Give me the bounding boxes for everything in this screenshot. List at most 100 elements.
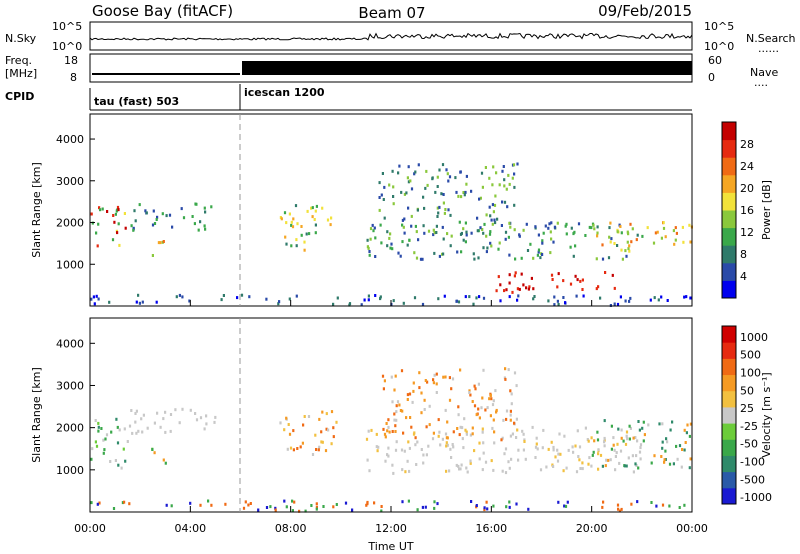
echo-cell (205, 422, 208, 426)
echo-cell (472, 252, 475, 256)
colorbar-segment (722, 423, 736, 440)
echo-cell (520, 256, 523, 260)
echo-cell (392, 471, 395, 475)
echo-cell (484, 460, 488, 464)
echo-cell (636, 500, 639, 504)
echo-cell (414, 443, 417, 447)
echo-cell (332, 505, 335, 509)
echo-cell (382, 427, 385, 431)
echo-cell (444, 432, 448, 436)
echo-cell (513, 421, 516, 425)
echo-cell (609, 240, 612, 244)
echo-cell (457, 300, 461, 304)
echo-cell (449, 447, 452, 451)
echo-cell (204, 227, 207, 231)
echo-cell (102, 451, 105, 455)
echo-cell (159, 241, 162, 245)
echo-cell (628, 244, 631, 248)
echo-cell (435, 231, 438, 234)
echo-cell (486, 507, 489, 511)
echo-cell (660, 455, 663, 458)
echo-cell (499, 299, 502, 303)
echo-cell (292, 217, 295, 221)
echo-cell (412, 389, 415, 393)
echo-cell (325, 427, 328, 431)
echo-cell (492, 210, 495, 214)
echo-cell (303, 240, 306, 244)
echo-cell (220, 298, 223, 302)
echo-cell (554, 455, 557, 459)
echo-cell (461, 426, 464, 430)
echo-cell (601, 464, 604, 468)
echo-cell (436, 175, 439, 179)
colorbar-segment (722, 358, 736, 376)
echo-cell (459, 467, 462, 471)
echo-cell (458, 220, 461, 224)
echo-cell (371, 223, 374, 227)
echo-cell (632, 436, 635, 440)
echo-cell (668, 504, 671, 508)
echo-cell (685, 431, 688, 435)
echo-cell (97, 429, 100, 433)
echo-cell (469, 459, 472, 463)
echo-cell (509, 418, 512, 422)
echo-cell (395, 440, 398, 444)
echo-cell (399, 254, 402, 258)
echo-cell (390, 242, 393, 246)
echo-cell (382, 198, 385, 201)
echo-cell (489, 214, 492, 218)
echo-cell (195, 418, 199, 422)
echo-cell (300, 233, 303, 237)
echo-cell (199, 416, 203, 420)
echo-cell (559, 452, 562, 456)
echo-cell (99, 208, 102, 212)
echo-cell (515, 436, 518, 439)
echo-cell (477, 256, 480, 260)
echo-cell (311, 215, 314, 219)
echo-cell (504, 447, 508, 451)
echo-cell (414, 170, 417, 174)
echo-cell (367, 246, 370, 250)
echo-cell (392, 195, 395, 198)
echo-cell (310, 206, 313, 210)
echo-cell (280, 217, 283, 221)
echo-cell (443, 294, 446, 298)
echo-cell (509, 409, 512, 413)
echo-cell (290, 223, 293, 227)
echo-cell (562, 469, 565, 473)
echo-cell (515, 384, 518, 388)
echo-cell (588, 225, 591, 229)
echo-cell (480, 171, 484, 175)
echo-cell (517, 448, 520, 452)
echo-cell (649, 298, 652, 302)
echo-cell (471, 400, 474, 403)
echo-cell (681, 448, 684, 451)
echo-cell (434, 190, 437, 194)
echo-cell (596, 430, 599, 434)
echo-cell (417, 163, 420, 167)
echo-cell (422, 461, 425, 465)
echo-cell (618, 461, 621, 465)
echo-cell (379, 223, 382, 227)
echo-cell (374, 255, 377, 258)
echo-cell (673, 242, 676, 246)
echo-cell (541, 446, 544, 450)
echo-cell (397, 251, 400, 255)
echo-cell (140, 417, 143, 421)
echo-cell (541, 239, 544, 243)
echo-cell (592, 223, 595, 227)
echo-cell (548, 222, 551, 226)
echo-cell (504, 471, 508, 475)
echo-cell (460, 463, 463, 467)
echo-cell (504, 237, 507, 241)
echo-cell (534, 456, 537, 459)
echo-cell (450, 234, 453, 238)
echo-cell (631, 227, 634, 231)
echo-cell (242, 506, 246, 510)
echo-cell (386, 453, 389, 457)
echo-cell (372, 229, 375, 233)
echo-cell (100, 427, 103, 430)
echo-cell (498, 183, 501, 187)
echo-cell (391, 169, 394, 173)
echo-cell (481, 430, 484, 434)
